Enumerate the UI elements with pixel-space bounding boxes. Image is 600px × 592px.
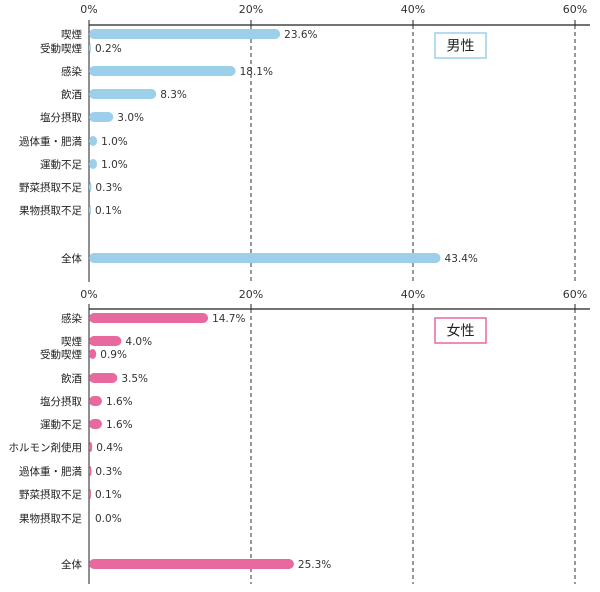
male-bar (89, 29, 281, 39)
male-value-label: 0.1% (95, 205, 122, 217)
male-category-label: 野菜摂取不足 (19, 181, 82, 194)
female-value-label: 1.6% (106, 419, 133, 431)
male-value-label: 1.0% (101, 136, 128, 148)
female-category-label: 飲酒 (61, 372, 82, 385)
female-value-label: 0.1% (95, 489, 122, 501)
male-panel: 0% 20% 40% 60% 男性 喫煙 23.6% 受動喫煙 0.2% 感染 18.1% 飲酒 8.3… (19, 3, 590, 282)
male-tick-label: 60% (563, 3, 587, 16)
female-tick-label: 0% (80, 288, 97, 301)
female-bar (89, 489, 91, 499)
male-value-label: 18.1% (240, 66, 273, 78)
male-category-label: 受動喫煙 (40, 42, 82, 55)
female-bar (89, 313, 209, 323)
male-category-label: 運動不足 (40, 158, 82, 171)
male-category-label: 感染 (61, 65, 82, 78)
female-category-label: 感染 (61, 312, 82, 325)
male-legend-box (434, 32, 487, 59)
male-tick-label: 20% (239, 3, 263, 16)
male-category-label: 過体重・肥満 (19, 135, 82, 148)
male-value-label: 0.2% (95, 43, 122, 55)
female-value-label: 0.3% (95, 466, 122, 478)
female-category-label: 全体 (61, 558, 82, 571)
female-value-label: 0.9% (100, 349, 127, 361)
female-category-label: 野菜摂取不足 (19, 488, 82, 501)
female-bar (89, 396, 102, 406)
female-bar (89, 419, 102, 429)
male-bar (89, 66, 236, 76)
male-value-label: 3.0% (117, 112, 144, 124)
male-bar (89, 253, 441, 263)
female-bar (89, 466, 92, 476)
female-legend-box (434, 317, 487, 344)
female-value-label: 0.0% (95, 513, 122, 525)
male-value-label: 8.3% (160, 89, 187, 101)
female-category-label: ホルモン剤使用 (9, 441, 83, 454)
female-value-label: 1.6% (106, 396, 133, 408)
male-value-label: 0.3% (95, 182, 122, 194)
male-value-label: 43.4% (445, 253, 478, 265)
male-bar (89, 112, 114, 122)
male-bar (89, 159, 98, 169)
male-value-label: 1.0% (101, 159, 128, 171)
female-category-label: 喫煙 (61, 336, 82, 348)
female-tick-label: 60% (563, 288, 587, 301)
male-legend-label: 男性 (447, 39, 475, 55)
male-tick-label: 40% (401, 3, 425, 16)
female-category-label: 運動不足 (40, 418, 82, 431)
male-bar (89, 136, 98, 146)
male-value-label: 23.6% (284, 29, 317, 41)
female-value-label: 3.5% (121, 373, 148, 385)
female-bar (89, 373, 118, 383)
male-bar (89, 182, 92, 192)
male-category-label: 喫煙 (61, 29, 82, 41)
male-bar (89, 89, 157, 99)
male-category-label: 塩分摂取 (40, 111, 82, 124)
female-panel: 0% 20% 40% 60% 女性 感染 14.7% 喫煙 4.0% 受動喫煙 0.9% 飲酒 3.5%… (9, 288, 590, 584)
female-bar (89, 559, 294, 569)
female-bar (89, 336, 122, 346)
female-tick-label: 40% (401, 288, 425, 301)
male-tick-label: 0% (80, 3, 97, 16)
male-bar (89, 205, 91, 215)
male-category-label: 果物摂取不足 (19, 204, 82, 217)
female-value-label: 4.0% (125, 336, 152, 348)
male-category-label: 飲酒 (61, 88, 82, 101)
female-category-label: 塩分摂取 (40, 395, 82, 408)
female-tick-label: 20% (239, 288, 263, 301)
male-category-label: 全体 (61, 252, 82, 265)
female-bar (89, 349, 97, 359)
female-legend-label: 女性 (447, 323, 475, 340)
female-value-label: 0.4% (96, 442, 123, 454)
female-value-label: 25.3% (298, 559, 331, 571)
female-category-label: 過体重・肥満 (19, 465, 82, 478)
female-category-label: 果物摂取不足 (19, 512, 82, 525)
male-bar (89, 43, 91, 53)
female-bar (89, 442, 93, 452)
female-category-label: 受動喫煙 (40, 348, 82, 361)
female-value-label: 14.7% (212, 313, 245, 325)
